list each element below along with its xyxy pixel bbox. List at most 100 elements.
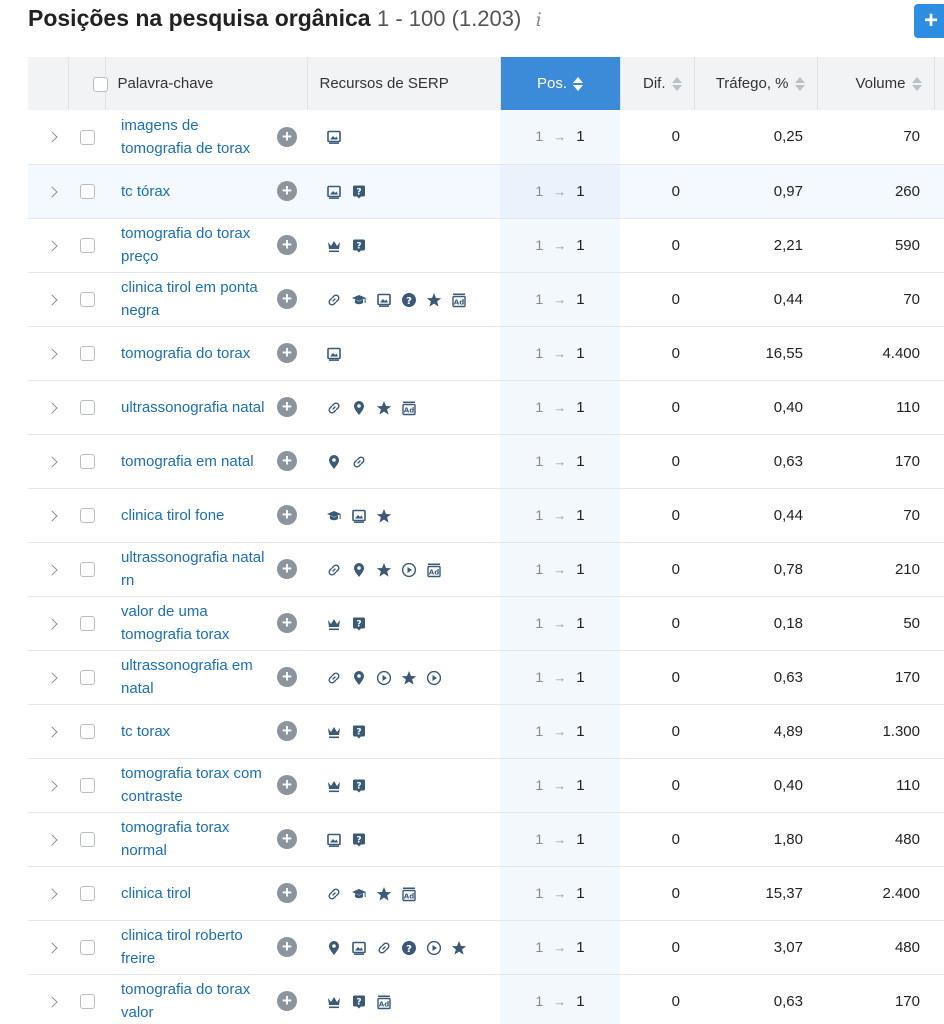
select-cell[interactable] (68, 812, 105, 867)
add-keyword-icon[interactable]: + (277, 343, 297, 363)
chevron-right-icon[interactable] (46, 185, 58, 198)
add-keyword-icon[interactable]: + (277, 505, 297, 525)
row-checkbox[interactable] (80, 454, 95, 470)
table-row[interactable]: tomografia do torax valor +? Ad 1 → 1 0 0,63 170 (28, 974, 944, 1024)
expand-cell[interactable] (28, 650, 68, 705)
table-row[interactable]: tomografia torax com contraste +? 1 → 1 0 0,40… (28, 758, 944, 813)
expand-cell[interactable] (28, 272, 68, 327)
add-keyword-icon[interactable]: + (277, 937, 297, 957)
keyword-link[interactable]: tomografia em natal (121, 452, 254, 470)
table-row[interactable]: tomografia em natal +1 → 1 0 0,63 170 (28, 434, 944, 489)
expand-cell[interactable] (28, 920, 68, 975)
row-checkbox[interactable] (80, 508, 95, 524)
row-checkbox[interactable] (80, 670, 95, 686)
keyword-link[interactable]: ultrassonografia natal rn (121, 549, 265, 589)
column-volume[interactable]: Volume (817, 57, 935, 110)
keyword-link[interactable]: clinica tirol roberto freire (121, 927, 243, 967)
row-checkbox[interactable] (80, 832, 95, 848)
keyword-link[interactable]: imagens de tomografia de torax (121, 116, 251, 157)
chevron-right-icon[interactable] (46, 131, 58, 143)
select-cell[interactable] (68, 704, 105, 759)
add-keyword-icon[interactable]: + (277, 397, 297, 417)
row-checkbox[interactable] (80, 886, 95, 902)
expand-cell[interactable] (28, 380, 68, 435)
chevron-right-icon[interactable] (46, 725, 58, 738)
chevron-right-icon[interactable] (46, 293, 58, 306)
add-keyword-icon[interactable]: + (277, 721, 297, 741)
chevron-right-icon[interactable] (46, 995, 58, 1008)
keyword-link[interactable]: clinica tirol fone (121, 506, 225, 524)
table-row[interactable]: ultrassonografia em natal +1 → 1 0 0,63 170 (28, 650, 944, 705)
table-row[interactable]: clinica tirol em ponta negra +? Ad 1 → 1 0 0,44… (28, 272, 944, 327)
add-keyword-icon[interactable]: + (277, 775, 297, 795)
select-cell[interactable] (68, 650, 105, 705)
add-keyword-icon[interactable]: + (277, 667, 297, 687)
column-serp[interactable]: Recursos de SERP (307, 57, 501, 110)
keyword-link[interactable]: tc torax (121, 722, 171, 740)
column-keyword[interactable]: Palavra-chave (105, 57, 308, 110)
row-checkbox[interactable] (80, 778, 95, 794)
select-all-checkbox[interactable] (92, 76, 108, 92)
select-cell[interactable] (68, 488, 105, 543)
table-row[interactable]: clinica tirol roberto freire +? 1 → 1 0 3,07 48… (28, 920, 944, 975)
table-row[interactable]: ultrassonografia natal + Ad 1 → 1 0 0,40 110 (28, 380, 944, 435)
expand-cell[interactable] (28, 218, 68, 273)
expand-cell[interactable] (28, 434, 68, 489)
add-keyword-icon[interactable]: + (277, 829, 297, 849)
chevron-right-icon[interactable] (46, 347, 58, 360)
row-checkbox[interactable] (80, 238, 95, 254)
chevron-right-icon[interactable] (46, 239, 58, 252)
expand-cell[interactable] (28, 326, 68, 381)
chevron-right-icon[interactable] (46, 401, 58, 414)
select-cell[interactable] (68, 866, 105, 921)
keyword-link[interactable]: ultrassonografia em natal (121, 657, 253, 697)
chevron-right-icon[interactable] (46, 455, 58, 468)
keyword-link[interactable]: tomografia do torax preço (121, 225, 251, 265)
row-checkbox[interactable] (80, 562, 95, 578)
select-cell[interactable] (68, 920, 105, 975)
select-cell[interactable] (68, 272, 105, 327)
expand-cell[interactable] (28, 812, 68, 867)
chevron-right-icon[interactable] (46, 563, 58, 576)
row-checkbox[interactable] (80, 724, 95, 740)
table-row[interactable]: tc torax +? 1 → 1 0 4,89 1.300 (28, 704, 944, 759)
expand-cell[interactable] (28, 164, 68, 219)
add-keyword-icon[interactable]: + (277, 181, 297, 201)
expand-cell[interactable] (28, 704, 68, 759)
select-cell[interactable] (68, 542, 105, 597)
add-button[interactable]: + (914, 4, 944, 38)
keyword-link[interactable]: tomografia do torax (121, 344, 251, 362)
table-row[interactable]: clinica tirol fone +1 → 1 0 0,44 70 (28, 488, 944, 543)
add-keyword-icon[interactable]: + (277, 991, 297, 1011)
keyword-link[interactable]: tomografia torax normal (121, 819, 230, 859)
row-checkbox[interactable] (80, 994, 95, 1010)
chevron-right-icon[interactable] (46, 617, 58, 630)
add-keyword-icon[interactable]: + (277, 559, 297, 579)
select-cell[interactable] (68, 110, 105, 165)
row-checkbox[interactable] (80, 129, 95, 145)
info-icon[interactable]: i (535, 9, 542, 31)
row-checkbox[interactable] (80, 400, 95, 416)
table-row[interactable]: tomografia torax normal +? 1 → 1 0 1,80 480 (28, 812, 944, 867)
keyword-link[interactable]: tc tórax (121, 182, 171, 200)
table-row[interactable]: tomografia do torax +1 → 1 0 16,55 4.400 (28, 326, 944, 381)
select-cell[interactable] (68, 218, 105, 273)
add-keyword-icon[interactable]: + (277, 289, 297, 309)
select-cell[interactable] (68, 758, 105, 813)
table-row[interactable]: clinica tirol + Ad 1 → 1 0 15,37 2.400 (28, 866, 944, 921)
keyword-link[interactable]: tomografia torax com contraste (121, 765, 262, 805)
row-checkbox[interactable] (80, 292, 95, 308)
select-cell[interactable] (68, 974, 105, 1024)
table-row[interactable]: imagens de tomografia de torax +1 → 1 0 0,25 7… (28, 110, 944, 165)
keyword-link[interactable]: tomografia do torax valor (121, 981, 251, 1021)
select-cell[interactable] (68, 380, 105, 435)
chevron-right-icon[interactable] (46, 509, 58, 522)
expand-cell[interactable] (28, 110, 68, 165)
column-dif[interactable]: Dif. (620, 57, 695, 110)
add-keyword-icon[interactable]: + (277, 235, 297, 255)
column-traffic[interactable]: Tráfego, % (694, 57, 818, 110)
table-row[interactable]: ultrassonografia natal rn + Ad 1 → 1 0 0,78 210 (28, 542, 944, 597)
table-row[interactable]: tc tórax +? 1 → 1 0 0,97 260 (28, 164, 944, 219)
select-cell[interactable] (68, 326, 105, 381)
table-row[interactable]: valor de uma tomografia torax +? 1 → 1 0 0,18 5… (28, 596, 944, 651)
